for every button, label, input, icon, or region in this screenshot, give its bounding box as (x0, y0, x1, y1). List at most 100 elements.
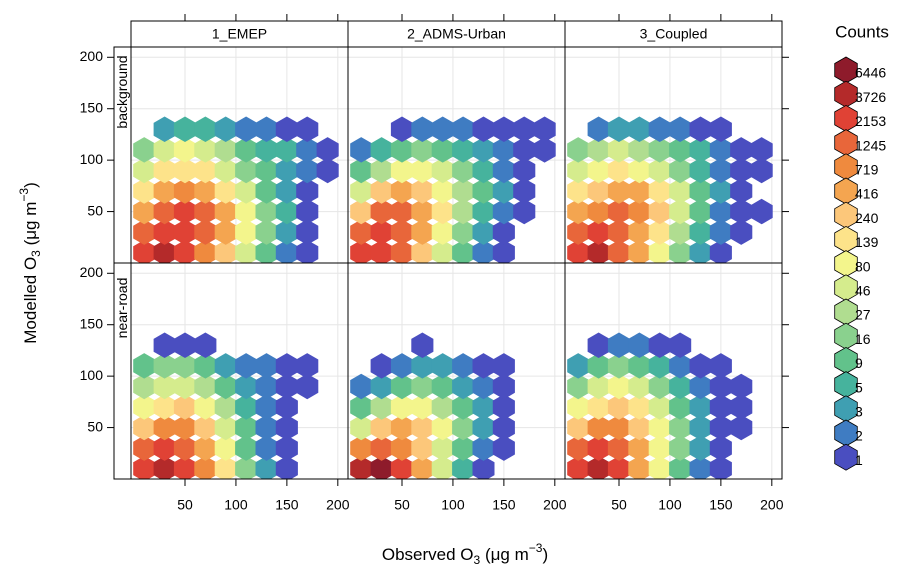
hexbin (133, 198, 156, 225)
hexbin (648, 394, 671, 420)
x-tick-label: 50 (177, 497, 193, 513)
legend-label: 3 (855, 404, 863, 420)
hexbin (567, 219, 590, 245)
hexbin (133, 373, 156, 400)
legend-key (834, 346, 858, 374)
legend-key (834, 274, 858, 302)
hexbin (472, 240, 495, 263)
hexbin (730, 414, 753, 441)
hexbin (492, 219, 515, 245)
hexbin (730, 394, 753, 420)
hexbin (275, 373, 298, 400)
hexbin (431, 240, 454, 263)
x-tick-label: 50 (611, 497, 627, 513)
hexbin (689, 198, 712, 225)
legend-key (834, 56, 858, 84)
hexbin (390, 198, 413, 225)
hexbin (669, 394, 692, 420)
y-tick-label: 150 (80, 315, 104, 331)
hexbin (194, 178, 217, 204)
legend-label: 3726 (855, 89, 886, 105)
hexbin (133, 435, 156, 461)
hexbin (370, 373, 393, 400)
hexbin (431, 353, 454, 379)
hexbin (628, 219, 651, 245)
hexbin (452, 137, 475, 163)
hexbin (370, 219, 393, 245)
strip (347, 20, 566, 48)
hexbin (194, 137, 217, 163)
hexbin (350, 240, 373, 263)
hexbin (730, 157, 753, 184)
panel-border (564, 262, 783, 480)
hexbin (411, 137, 434, 163)
hexbin (607, 137, 630, 163)
hexbin (472, 414, 495, 441)
hexbin (316, 137, 339, 163)
hexbin (411, 435, 434, 461)
hexbin (492, 178, 515, 204)
legend-key (834, 250, 858, 278)
hexbin (689, 116, 712, 142)
hexbin (173, 219, 196, 245)
hexbin (255, 373, 278, 400)
hexbin (173, 435, 196, 461)
hexbin (153, 178, 176, 204)
hexbin (390, 178, 413, 204)
hexbin (669, 137, 692, 163)
hex-layer (133, 332, 319, 479)
hexbin (411, 456, 434, 479)
hexbin (235, 435, 258, 461)
hexbin (390, 373, 413, 400)
hexbin (214, 157, 237, 184)
hexbin (607, 178, 630, 204)
hexbin (709, 373, 732, 400)
hexbin (709, 353, 732, 379)
hexbin (194, 414, 217, 441)
hexbin (492, 373, 515, 400)
hexbin (587, 198, 610, 225)
hexbin (173, 178, 196, 204)
hexbin (214, 373, 237, 400)
hexbin (567, 414, 590, 441)
hexbin (452, 178, 475, 204)
legend-label: 16 (855, 331, 871, 347)
legend-label: 2 (855, 428, 863, 444)
hexbin (411, 116, 434, 142)
hexbin (296, 157, 319, 184)
hexbin (214, 137, 237, 163)
hexbin (194, 116, 217, 142)
hexbin (669, 456, 692, 479)
hexbin (214, 353, 237, 379)
hexbin (431, 373, 454, 400)
hexbin (452, 456, 475, 479)
hexbin (214, 414, 237, 441)
legend-key (834, 201, 858, 229)
hexbin (214, 394, 237, 420)
hexbin (133, 394, 156, 420)
hexbin (607, 219, 630, 245)
hexbin (709, 240, 732, 263)
hexbin (133, 178, 156, 204)
hexbin (648, 373, 671, 400)
hexbin (628, 456, 651, 479)
legend-label: 139 (855, 234, 879, 250)
hexbin (709, 157, 732, 184)
hexbin (492, 353, 515, 379)
legend-label: 9 (855, 355, 863, 371)
legend-label: 1245 (855, 137, 886, 153)
hexbin (390, 414, 413, 441)
hexbin (730, 373, 753, 400)
hexbin (275, 240, 298, 263)
hexbin (587, 394, 610, 420)
hexbin (153, 219, 176, 245)
hexbin (669, 414, 692, 441)
hexbin (133, 353, 156, 379)
hexbin (587, 240, 610, 263)
hexbin (452, 394, 475, 420)
hexbin (214, 219, 237, 245)
x-tick-label: 200 (543, 497, 567, 513)
hexbin (370, 157, 393, 184)
hexbin (194, 394, 217, 420)
